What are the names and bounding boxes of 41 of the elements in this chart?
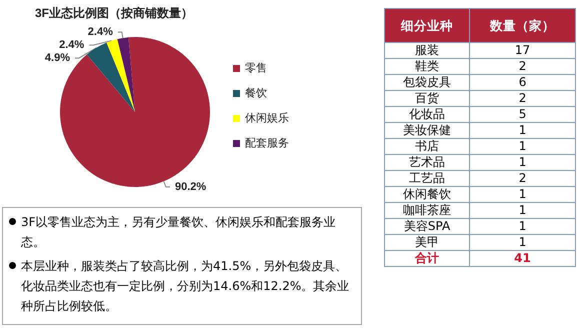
data-label: 6 [470, 74, 576, 90]
data-label: 17 [470, 42, 576, 58]
legend-label: 休闲娱乐 [245, 112, 289, 124]
data-label: 1 [470, 202, 576, 218]
text: 数量（家） [470, 8, 576, 42]
category-label: 艺术品 [384, 154, 470, 170]
category-label: 美甲 [384, 234, 470, 250]
data-label: 2.4% [59, 39, 84, 52]
category-label: 工艺品 [384, 170, 470, 186]
legend-label: 餐饮 [245, 88, 267, 100]
data-label: 5 [470, 106, 576, 122]
category-label: 咖啡茶座 [384, 202, 470, 218]
category-label: 美容SPA [384, 218, 470, 234]
legend-label: 零售 [245, 62, 267, 74]
data-label: 1 [470, 218, 576, 234]
data-label: 1 [470, 154, 576, 170]
category-label: 书店 [384, 138, 470, 154]
data-label: 2 [470, 170, 576, 186]
text: 合计 [384, 250, 470, 266]
data-label: 1 [470, 122, 576, 138]
data-label: 1 [470, 186, 576, 202]
data-label: 1 [470, 138, 576, 154]
data-label: 2 [470, 58, 576, 74]
data-label: 1 [470, 234, 576, 250]
text: 3F以零售业态为主，另有少量餐饮、休闲娱乐和配套服务业态。 [20, 214, 337, 251]
data-label: 4.9% [44, 52, 70, 64]
category-label: 化妆品 [384, 106, 470, 122]
category-label: 百货 [384, 90, 470, 106]
data-label: 2.4% [88, 26, 114, 38]
category-label: 休闲餐饮 [384, 186, 470, 202]
chart-title: 3F业态比例图（按商铺数量） [35, 6, 194, 20]
category-label: 美妆保健 [384, 122, 470, 138]
text: 细分业种 [384, 8, 470, 42]
data-label: 2 [470, 90, 576, 106]
category-label: 包袋皮具 [384, 74, 470, 90]
data-label: 90.2% [174, 180, 206, 193]
category-label: 服装 [384, 42, 470, 58]
category-label: 鞋类 [384, 58, 470, 74]
text: 41 [514, 251, 531, 265]
legend-label: 配套服务 [245, 138, 289, 150]
text: 本层业种，服装类占了较高比例，为41.5%，另外包袋皮具、化妆品类业态也有一定比例，分别为14.6%和12.2%。其余业种所占比例较低。 [20, 258, 350, 315]
